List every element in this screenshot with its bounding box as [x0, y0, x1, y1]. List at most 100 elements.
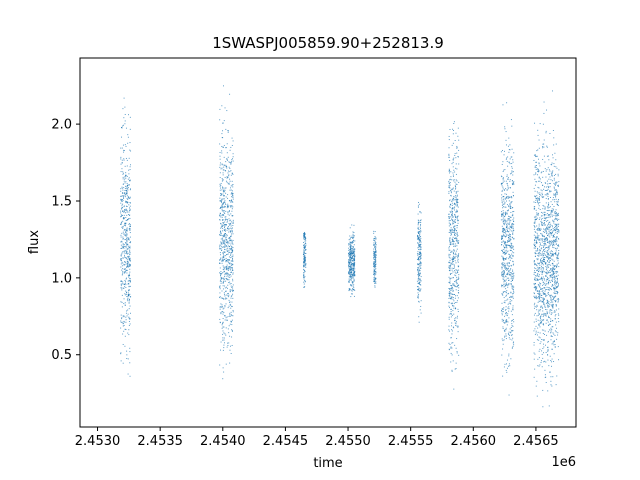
data-point [534, 244, 536, 246]
data-point [548, 226, 550, 228]
data-point [510, 172, 512, 174]
data-point [536, 237, 538, 239]
data-point [452, 187, 454, 189]
data-point [225, 267, 227, 269]
data-point [511, 223, 513, 225]
data-point [448, 147, 450, 149]
data-point [127, 313, 129, 315]
data-point [547, 278, 549, 280]
data-point [537, 171, 539, 173]
data-point [549, 196, 551, 198]
data-point [545, 247, 547, 248]
data-point [417, 236, 419, 238]
data-point [538, 309, 540, 311]
data-point [503, 229, 505, 231]
data-point [502, 257, 504, 259]
data-point [227, 307, 229, 309]
data-point [454, 237, 456, 239]
data-point [123, 180, 125, 182]
data-point [543, 287, 545, 289]
data-point [125, 220, 127, 221]
data-point [546, 227, 548, 229]
data-point [126, 350, 128, 352]
data-point [452, 243, 454, 245]
data-point [350, 264, 352, 266]
data-point [126, 244, 128, 246]
data-point [124, 264, 126, 266]
data-point [128, 285, 130, 287]
data-point [130, 188, 131, 190]
data-point [556, 298, 558, 300]
data-point [351, 245, 353, 247]
data-point [220, 207, 221, 209]
data-point [220, 277, 222, 279]
data-point [509, 256, 511, 258]
data-point [222, 174, 224, 176]
data-point [554, 315, 556, 317]
data-point [553, 242, 555, 244]
data-point [222, 191, 224, 193]
data-point [122, 178, 124, 180]
data-point [503, 339, 505, 341]
data-point [543, 302, 545, 304]
data-point [121, 232, 123, 234]
data-point [512, 288, 514, 290]
data-point [547, 226, 549, 228]
data-point [221, 105, 223, 107]
data-point [223, 166, 225, 168]
data-point [123, 210, 125, 212]
data-point [545, 202, 547, 204]
data-point [546, 272, 548, 274]
data-point [451, 241, 453, 243]
data-point [547, 253, 549, 255]
data-point [451, 211, 453, 213]
data-point [533, 321, 535, 323]
data-point [227, 279, 229, 281]
data-point [223, 246, 225, 248]
data-point [228, 256, 230, 258]
data-point [222, 378, 224, 380]
data-point [552, 228, 554, 230]
data-point [222, 193, 224, 195]
y-axis: 0.51.01.52.0 [51, 118, 80, 363]
data-point [557, 332, 559, 334]
data-point [451, 296, 453, 298]
data-point [129, 209, 131, 211]
data-point [506, 174, 508, 176]
data-point [550, 250, 552, 252]
data-point [303, 249, 305, 251]
data-point [451, 211, 453, 213]
data-point [541, 277, 543, 279]
data-point [555, 250, 557, 252]
data-point [225, 219, 227, 221]
data-point [554, 223, 556, 225]
data-point [121, 200, 123, 202]
data-point [453, 195, 455, 197]
data-point [120, 200, 122, 202]
data-point [453, 313, 455, 315]
data-point [224, 200, 226, 202]
data-point [548, 258, 550, 260]
data-point [449, 189, 451, 191]
data-point [554, 276, 556, 278]
data-point [230, 314, 232, 316]
data-point [449, 240, 451, 242]
data-point [555, 183, 557, 185]
data-point [552, 274, 554, 276]
data-point [558, 199, 560, 201]
data-point [453, 232, 455, 234]
data-point [509, 204, 511, 206]
data-point [550, 302, 552, 304]
data-point [305, 263, 307, 265]
data-point [555, 327, 557, 329]
data-point [453, 225, 455, 227]
data-point [225, 297, 227, 299]
data-point [512, 232, 514, 234]
data-point [544, 374, 546, 376]
data-point [420, 300, 422, 302]
data-point [220, 182, 222, 184]
data-point [456, 205, 458, 207]
data-point [453, 256, 455, 258]
data-point [220, 226, 222, 228]
data-point [450, 224, 452, 226]
